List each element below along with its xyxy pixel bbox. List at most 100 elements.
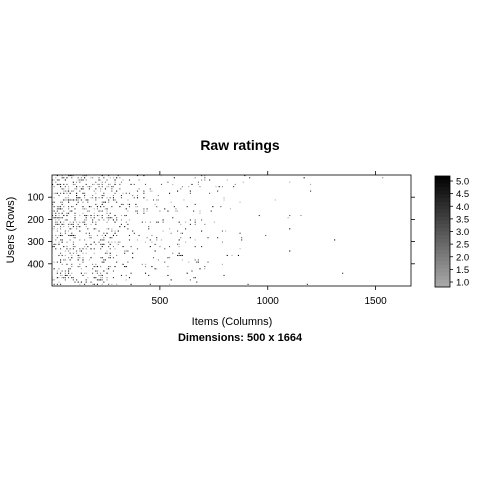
rating-cell	[53, 243, 55, 245]
rating-cell	[92, 268, 94, 270]
rating-cell	[209, 192, 211, 194]
rating-cell	[96, 208, 98, 210]
rating-cell	[98, 197, 100, 199]
rating-cell	[342, 272, 344, 274]
rating-cell	[204, 223, 206, 225]
rating-cell	[106, 277, 108, 279]
rating-cell	[194, 246, 196, 248]
rating-cell	[88, 186, 90, 188]
rating-cell	[64, 230, 66, 232]
rating-cell	[188, 261, 190, 263]
rating-cell	[58, 179, 60, 181]
rating-cell	[167, 257, 169, 259]
rating-cell	[66, 199, 68, 201]
rating-cell	[289, 250, 291, 252]
rating-cell	[69, 259, 71, 261]
rating-cell	[84, 223, 86, 225]
rating-cell	[177, 190, 179, 192]
rating-cell	[96, 214, 98, 217]
rating-cell	[204, 179, 206, 181]
rating-cell	[60, 226, 62, 228]
rating-cell	[53, 179, 55, 181]
rating-cell	[58, 281, 60, 283]
rating-cell	[136, 212, 139, 214]
rating-cell	[201, 175, 203, 177]
rating-cell	[104, 181, 106, 183]
rating-cell	[112, 186, 114, 188]
rating-cell	[66, 248, 68, 250]
rating-cell	[76, 194, 78, 197]
colorbar-segment	[435, 250, 450, 255]
rating-cell	[68, 230, 70, 232]
rating-cell	[64, 186, 66, 188]
rating-cell	[76, 228, 78, 230]
rating-cell	[108, 219, 110, 221]
rating-cell	[136, 210, 139, 212]
rating-cell	[56, 272, 58, 274]
rating-cell	[218, 186, 220, 188]
rating-cell	[71, 228, 73, 230]
rating-cell	[127, 210, 129, 212]
rating-cell	[84, 177, 86, 179]
rating-cell	[79, 266, 81, 268]
rating-cell	[56, 217, 58, 219]
rating-cell	[132, 252, 134, 254]
rating-cell	[106, 268, 108, 270]
rating-cell	[63, 223, 65, 225]
rating-cell	[100, 190, 102, 192]
rating-cell	[56, 175, 58, 177]
rating-cell	[265, 234, 267, 237]
rating-cell	[189, 190, 191, 192]
rating-cell	[136, 190, 139, 192]
rating-cell	[217, 237, 219, 239]
rating-cell	[63, 214, 65, 217]
rating-cell	[79, 197, 81, 199]
rating-cell	[92, 272, 94, 274]
rating-cell	[116, 254, 118, 257]
rating-cell	[95, 203, 97, 205]
rating-cell	[52, 243, 54, 245]
rating-cell	[201, 246, 203, 248]
rating-cell	[63, 177, 65, 179]
rating-cell	[92, 177, 94, 179]
rating-cell	[90, 214, 92, 217]
rating-cell	[244, 175, 246, 177]
rating-cell	[69, 199, 71, 201]
rating-cell	[63, 210, 65, 212]
rating-cell	[101, 201, 103, 203]
rating-cell	[79, 239, 81, 241]
rating-cell	[199, 186, 201, 188]
rating-cell	[141, 263, 143, 265]
rating-cell	[64, 274, 66, 276]
rating-cell	[55, 234, 57, 237]
rating-cell	[103, 232, 105, 234]
rating-cell	[56, 221, 58, 223]
rating-cell	[90, 175, 92, 177]
rating-cell	[55, 181, 57, 183]
rating-cell	[103, 259, 105, 261]
rating-cell	[85, 279, 87, 281]
rating-cell	[56, 223, 58, 225]
rating-cell	[197, 183, 199, 185]
rating-cell	[108, 217, 110, 219]
rating-cell	[68, 212, 70, 214]
rating-cell	[136, 197, 139, 199]
rating-cell	[93, 208, 95, 210]
rating-cell	[85, 226, 87, 228]
rating-cell	[58, 219, 60, 221]
rating-cell	[160, 175, 163, 177]
rating-cell	[242, 181, 244, 183]
rating-cell	[60, 234, 62, 237]
rating-cell	[69, 248, 71, 250]
rating-cell	[72, 246, 74, 248]
rating-cell	[169, 246, 171, 248]
rating-cell	[125, 208, 127, 210]
rating-cell	[148, 226, 150, 228]
rating-cell	[72, 241, 74, 243]
rating-cell	[61, 277, 63, 279]
rating-cell	[128, 179, 131, 181]
colorbar-segment	[435, 179, 450, 184]
rating-cell	[87, 201, 89, 203]
rating-cell	[191, 183, 193, 185]
rating-cell	[98, 230, 100, 232]
